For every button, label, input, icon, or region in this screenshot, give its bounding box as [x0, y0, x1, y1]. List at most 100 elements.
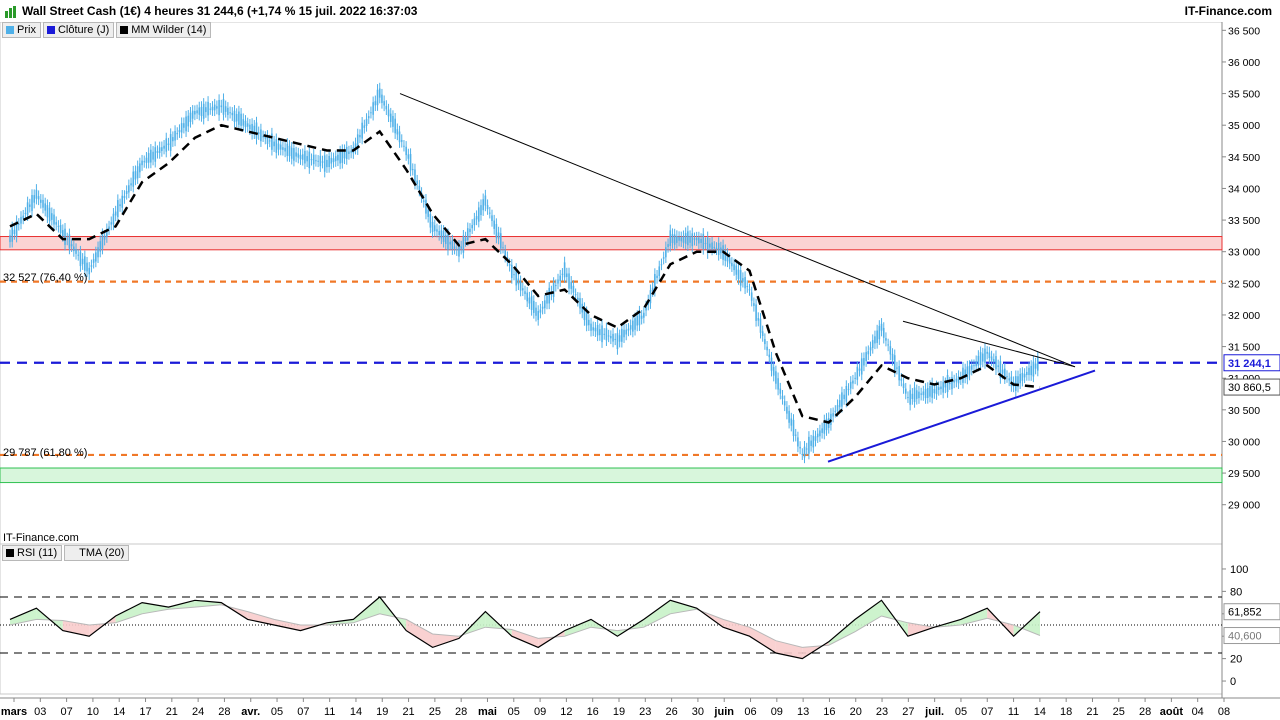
candle-body [66, 238, 69, 240]
price-y-tick-label: 35 500 [1228, 89, 1260, 101]
x-tick-label: 17 [139, 706, 151, 718]
candle-body [761, 331, 764, 337]
x-tick-label: 21 [1086, 706, 1098, 718]
candle-body [466, 228, 469, 241]
candle-body [746, 286, 749, 288]
candle-body [455, 248, 458, 251]
x-tick-label: 03 [34, 706, 46, 718]
candle-body [970, 365, 973, 370]
rsi-legend: RSI (11) TMA (20) [2, 545, 130, 561]
candle-body [222, 99, 225, 115]
candle-body [152, 151, 154, 160]
candle-body [533, 300, 535, 313]
rsi-tma-fill [828, 619, 856, 646]
legend-item-close[interactable]: Clôture (J) [42, 22, 115, 38]
candle-body [77, 254, 80, 256]
rsi-value-tag-box [1223, 627, 1280, 645]
candle-body [618, 335, 621, 342]
rsi-tma-fill [115, 602, 143, 623]
candle-body [915, 390, 918, 399]
candle-body [416, 180, 418, 185]
candle-body [1001, 369, 1004, 374]
candle-body [491, 215, 493, 221]
candle-body [986, 351, 988, 354]
legend-item-rsi[interactable]: RSI (11) [2, 545, 63, 561]
candle-body [955, 378, 958, 382]
candle-body [898, 366, 900, 381]
candle-body [411, 169, 414, 171]
candle-body [625, 329, 628, 335]
price-y-tick-label: 36 500 [1228, 25, 1260, 37]
candle-body [328, 155, 330, 167]
candle-body [566, 273, 568, 277]
candle-body [383, 101, 385, 106]
candle-body [645, 306, 647, 311]
candle-body [940, 386, 942, 390]
candle-body [26, 202, 29, 216]
legend-label-rsi: RSI (11) [17, 547, 58, 559]
candle-body [290, 147, 293, 159]
candle-body [185, 116, 187, 132]
x-tick-label: 19 [376, 706, 388, 718]
candle-body [407, 154, 410, 159]
candle-body [211, 106, 214, 111]
candle-body [521, 288, 524, 291]
candle-body [706, 237, 709, 254]
candle-body [783, 401, 786, 406]
x-tick-label: août [1160, 706, 1184, 718]
rsi-value-tag-box [1223, 603, 1280, 621]
candle-body [662, 257, 665, 259]
candle-body [689, 236, 691, 243]
chart-header: Wall Street Cash (1€) 4 heures 31 244,6 … [0, 0, 1280, 22]
legend-item-tma[interactable]: TMA (20) [64, 545, 130, 561]
candle-body [502, 247, 504, 249]
candle-body [394, 118, 396, 134]
candle-body [552, 282, 555, 297]
x-tick-label: 28 [218, 706, 230, 718]
candle-body [1032, 361, 1035, 377]
candle-body [852, 380, 854, 384]
candle-body [103, 235, 106, 240]
candle-body [748, 289, 751, 291]
candle-body [350, 150, 352, 153]
candle-body [702, 233, 705, 249]
candle-body [337, 154, 339, 161]
x-tick-label: 05 [955, 706, 967, 718]
candle-body [339, 151, 341, 164]
candle-body [1006, 376, 1008, 378]
candle-body [469, 228, 471, 233]
rsi-tma-fill [564, 619, 592, 637]
candle-body [1034, 363, 1037, 369]
candle-body [535, 307, 537, 316]
zone-resistance [0, 236, 1223, 251]
candle-body [713, 246, 716, 249]
rsi-value-tag-label: 61,852 [1228, 607, 1262, 619]
candle-body [1019, 373, 1021, 384]
legend-item-ma[interactable]: MM Wilder (14) [116, 22, 212, 38]
candle-body [880, 323, 883, 331]
legend-label-ma: MM Wilder (14) [131, 24, 207, 36]
candle-body [139, 163, 141, 173]
rsi-value-tag-label: 40,600 [1228, 631, 1262, 643]
candle-body [621, 328, 623, 342]
candle-body [477, 207, 480, 222]
candle-body [427, 209, 429, 217]
candle-body [594, 327, 597, 332]
legend-item-price[interactable]: Prix [2, 22, 41, 38]
candle-body [990, 356, 993, 361]
candle-body [174, 130, 176, 141]
candle-body [682, 236, 685, 243]
candle-body [559, 275, 562, 282]
candle-body [35, 189, 38, 199]
tma-line [9, 604, 1041, 648]
candle-body [436, 229, 438, 232]
candle-body [968, 365, 971, 375]
candle-body [937, 387, 940, 390]
candle-body [656, 275, 658, 279]
candle-body [515, 268, 517, 286]
legend-label-price: Prix [17, 24, 36, 36]
candle-body [180, 123, 183, 133]
candle-body [277, 143, 280, 150]
candle-body [389, 113, 392, 122]
